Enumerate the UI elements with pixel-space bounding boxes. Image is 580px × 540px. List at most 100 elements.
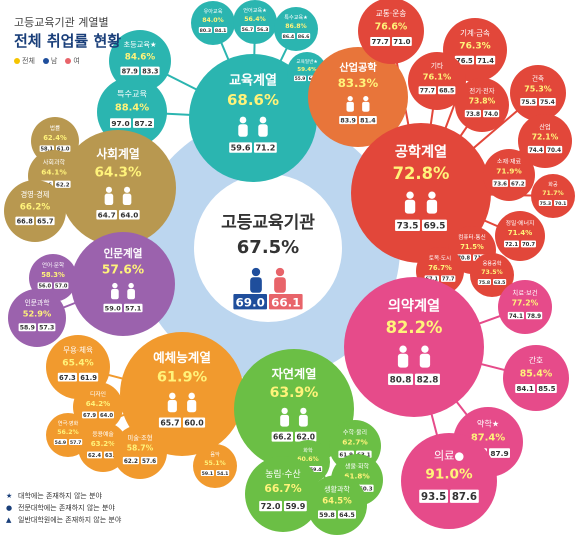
- male-value: 97.0: [111, 119, 129, 128]
- female-value: 67.2: [511, 181, 525, 187]
- group-name: 사회계열: [96, 147, 139, 161]
- female-value: 87.2: [134, 119, 152, 128]
- sub-name: 미술·조형: [127, 433, 152, 442]
- female-value: 83.3: [142, 67, 159, 75]
- group-values: 64.7 64.0: [96, 210, 140, 220]
- sub-name: 경영·경제: [21, 190, 50, 199]
- female-value: 75.4: [540, 99, 555, 106]
- chart-title: 전체 취업률 현황: [14, 32, 122, 50]
- male-value: 74.1: [509, 314, 523, 320]
- sub-name: 무용·체육: [63, 345, 93, 355]
- sub-total: 62.4%: [43, 134, 67, 142]
- male-value: 75.5: [521, 99, 536, 106]
- group-total: 57.6%: [102, 263, 144, 277]
- sub-name: 디자인: [90, 390, 106, 398]
- group-values: 65.7 60.0: [158, 417, 206, 428]
- male-icon: [397, 345, 409, 368]
- sub-total: 56.4%: [244, 16, 266, 23]
- sub-bubble: [109, 30, 171, 92]
- male-icon: [346, 95, 354, 112]
- male-icon: [104, 186, 114, 206]
- sub-total: 62.7%: [342, 438, 368, 447]
- male-value: 56.7: [242, 27, 254, 33]
- sub-bubble: [191, 1, 235, 45]
- male-value: 84.1: [516, 384, 533, 393]
- sub-values: 67.3 61.9: [57, 372, 99, 382]
- sub-name: 전기·전자: [469, 86, 494, 95]
- footnote-triangle: ▲ 일반대학원에는 존재하지 않는 분야: [6, 516, 122, 524]
- female-value: 87.6: [452, 492, 477, 503]
- sub-total: 64.1%: [41, 168, 67, 177]
- female-value: 57.0: [55, 284, 68, 290]
- sub-bubble: [245, 456, 321, 532]
- group-name: 예체능계열: [153, 350, 211, 365]
- sub-name: 음악: [210, 450, 220, 458]
- group-values: 59.0 57.1: [103, 303, 143, 313]
- sub-name: 교육일반★: [296, 58, 317, 65]
- sub-name: 언어교육★: [243, 6, 267, 14]
- group-total: 61.9%: [157, 370, 208, 386]
- sub-total: 71.7%: [542, 190, 564, 197]
- female-value: 71.4: [477, 57, 494, 65]
- male-value: 69.0: [236, 295, 265, 309]
- sub-name: 기계·금속: [460, 28, 490, 38]
- sub-total: 76.1%: [423, 72, 451, 82]
- male-value: 61.9: [339, 452, 353, 458]
- sub-total: 86.8%: [285, 23, 307, 30]
- sub-name: 화학: [303, 446, 313, 454]
- sub-bubble: [401, 433, 497, 529]
- sub-total: 75.3%: [524, 85, 552, 94]
- sub-name: 정밀·에너지: [506, 219, 535, 227]
- female-value: 71.0: [393, 37, 410, 46]
- female-value: 59.4: [310, 467, 322, 473]
- female-icon: [274, 267, 286, 293]
- sub-values: 56.7 56.3: [240, 25, 270, 33]
- sub-values: 77.7 68.5: [418, 86, 456, 95]
- sub-total: 91.0%: [425, 467, 473, 483]
- sub-values: 80.3 84.1: [198, 26, 228, 34]
- group-name: 산업공학: [339, 61, 377, 74]
- sub-name: 산업: [539, 122, 551, 131]
- female-value: 78.9: [527, 314, 541, 320]
- sub-bubble: [503, 345, 569, 411]
- sub-total: 61.8%: [344, 472, 370, 481]
- sub-bubble: [495, 211, 545, 261]
- sub-bubble: [274, 7, 318, 51]
- female-value: 64.5: [339, 511, 355, 519]
- sub-values: 75.5 75.4: [520, 98, 556, 106]
- sub-name: 교통·운송: [376, 9, 407, 18]
- female-icon: [298, 407, 308, 427]
- group-bubble: [189, 54, 317, 182]
- sub-total: 58.3%: [41, 271, 65, 279]
- footnote-star: ★ 대학에는 존재하지 않는 분야: [6, 492, 102, 500]
- male-value: 66.2: [273, 433, 292, 442]
- sub-name: 언어·문학: [42, 261, 64, 269]
- female-value: 81.4: [360, 118, 376, 125]
- male-value: 65.7: [160, 419, 179, 428]
- sub-name: 수학·물리: [343, 428, 367, 436]
- sub-bubble: [498, 280, 552, 334]
- sub-total: 72.1%: [532, 133, 559, 142]
- female-icon: [419, 345, 431, 368]
- sub-name: 사회과학: [43, 158, 66, 166]
- female-value: 62.0: [296, 433, 315, 442]
- male-value: 72.1: [505, 242, 518, 248]
- sub-total: 71.5%: [460, 243, 484, 251]
- group-bubble: [308, 47, 408, 147]
- sub-name: 컴퓨터·통신: [458, 233, 486, 241]
- footnotes: ★ 대학에는 존재하지 않는 분야 ● 전문대학에는 존재하지 않는 분야 ▲ 일반대…: [6, 490, 121, 526]
- sub-total: 63.2%: [91, 439, 116, 448]
- sub-name: 약학★: [477, 418, 499, 428]
- center-total: 67.5%: [237, 237, 299, 258]
- sub-values: 73.6 67.2: [492, 179, 526, 187]
- male-value: 80.3: [200, 28, 212, 34]
- male-value: 56.0: [39, 284, 52, 290]
- sub-total: 76.7%: [428, 264, 452, 272]
- group-name: 자연계열: [272, 366, 317, 381]
- male-value: 62.2: [124, 459, 138, 465]
- male-value: 75.3: [540, 201, 552, 207]
- male-value: 66.8: [17, 217, 34, 225]
- sub-total: 58.7%: [127, 444, 154, 453]
- sub-values: 72.0 59.9: [259, 500, 307, 512]
